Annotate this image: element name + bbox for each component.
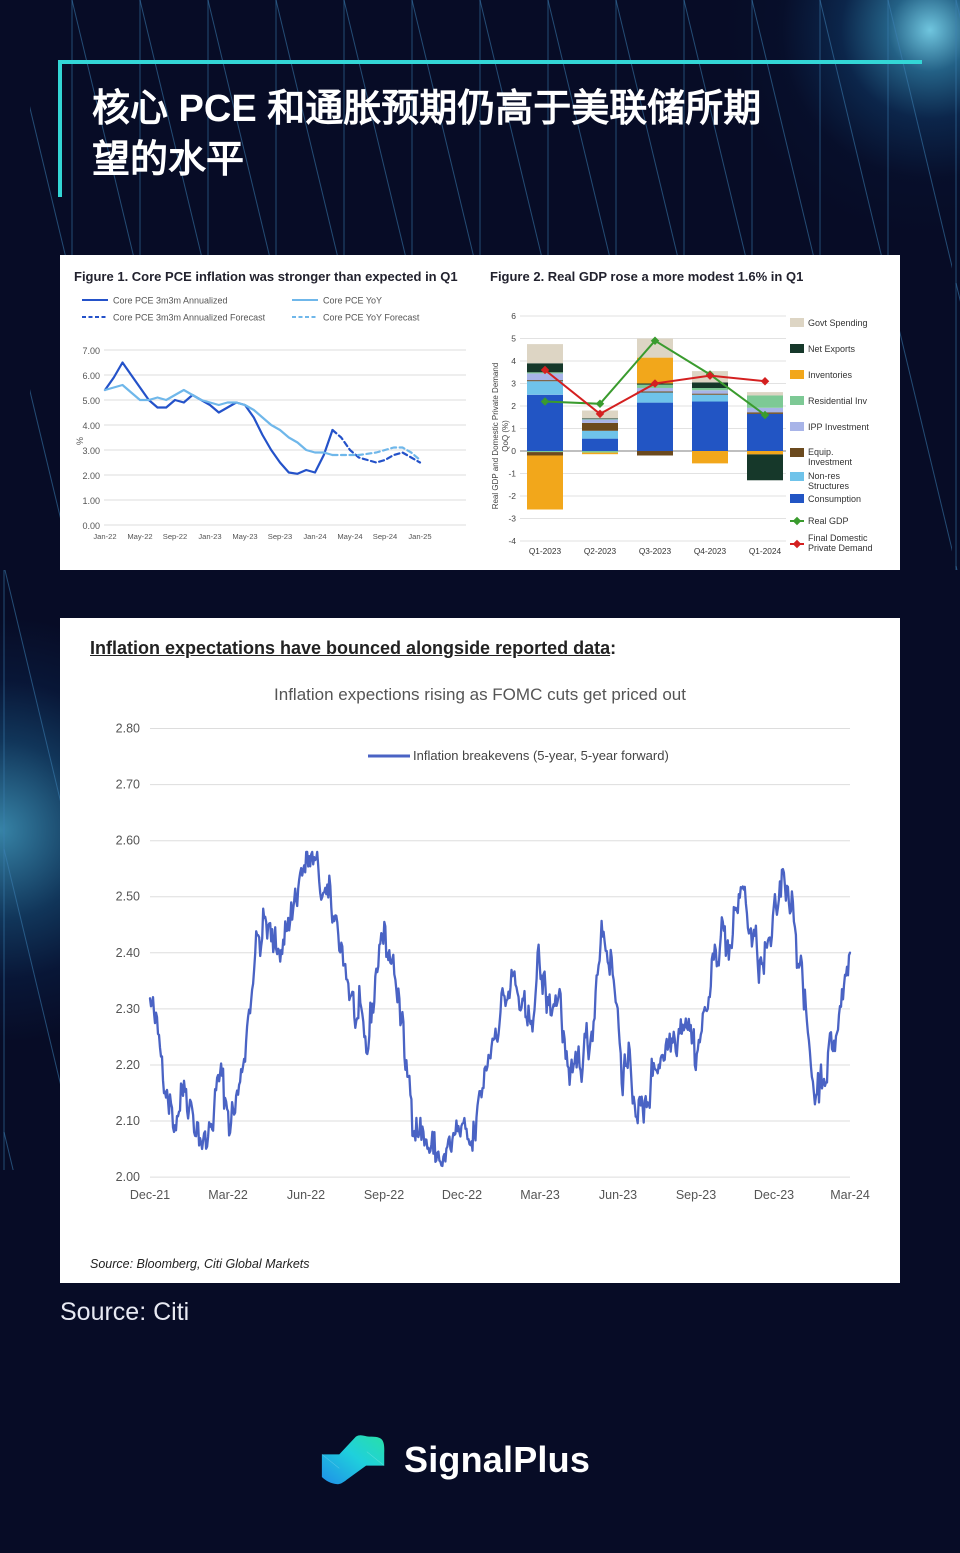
svg-text:Q4-2023: Q4-2023 [694, 546, 727, 556]
svg-text:Residential Inv: Residential Inv [808, 396, 868, 406]
svg-text:May-24: May-24 [337, 532, 362, 541]
svg-text:Sep-22: Sep-22 [163, 532, 188, 541]
svg-text:2: 2 [511, 401, 516, 411]
svg-text:Net Exports: Net Exports [808, 344, 856, 354]
svg-text:1.00: 1.00 [82, 496, 100, 506]
svg-text:Govt Spending: Govt Spending [808, 318, 868, 328]
svg-text:Inventories: Inventories [808, 370, 853, 380]
svg-text:Jan-22: Jan-22 [93, 532, 116, 541]
svg-text:Mar-23: Mar-23 [520, 1188, 560, 1202]
svg-text:-2: -2 [508, 491, 516, 501]
svg-text:5.00: 5.00 [82, 396, 100, 406]
svg-text:5: 5 [511, 334, 516, 344]
svg-text:Sep-23: Sep-23 [268, 532, 293, 541]
svg-text:Jan-25: Jan-25 [408, 532, 431, 541]
svg-text:-1: -1 [508, 469, 516, 479]
svg-text:Jan-24: Jan-24 [303, 532, 326, 541]
svg-text:2.00: 2.00 [82, 471, 100, 481]
svg-text:0: 0 [511, 446, 516, 456]
svg-text:May-22: May-22 [127, 532, 152, 541]
svg-text:2.30: 2.30 [116, 1002, 140, 1016]
svg-text:Investment: Investment [808, 457, 853, 467]
svg-text:Dec-21: Dec-21 [130, 1188, 170, 1202]
svg-text:6: 6 [511, 311, 516, 321]
svg-text:Core PCE 3m3m Annualized: Core PCE 3m3m Annualized [113, 296, 228, 306]
svg-text:2.10: 2.10 [116, 1114, 140, 1128]
svg-text:Dec-23: Dec-23 [754, 1188, 794, 1202]
svg-text:Q1-2024: Q1-2024 [749, 546, 782, 556]
svg-text:6.00: 6.00 [82, 371, 100, 381]
svg-text:Sep-24: Sep-24 [373, 532, 398, 541]
svg-text:2.80: 2.80 [116, 722, 140, 736]
svg-text:2.50: 2.50 [116, 890, 140, 904]
svg-text:3: 3 [511, 379, 516, 389]
svg-text:Q1-2023: Q1-2023 [529, 546, 562, 556]
svg-text:Sep-23: Sep-23 [676, 1188, 716, 1202]
svg-text:Q2-2023: Q2-2023 [584, 546, 617, 556]
svg-text:Dec-22: Dec-22 [442, 1188, 482, 1202]
svg-text:QoQ (%): QoQ (%) [501, 420, 510, 452]
svg-text:Real GDP: Real GDP [808, 516, 849, 526]
svg-text:Core PCE 3m3m Annualized Forec: Core PCE 3m3m Annualized Forecast [113, 313, 266, 323]
svg-text:2.70: 2.70 [116, 778, 140, 792]
svg-text:4.00: 4.00 [82, 421, 100, 431]
svg-text:Jun-22: Jun-22 [287, 1188, 325, 1202]
svg-text:Private Demand: Private Demand [808, 543, 873, 553]
svg-text:IPP Investment: IPP Investment [808, 422, 869, 432]
svg-text:Jun-23: Jun-23 [599, 1188, 637, 1202]
svg-text:May-23: May-23 [232, 532, 257, 541]
svg-text:1: 1 [511, 424, 516, 434]
svg-text:Consumption: Consumption [808, 494, 861, 504]
svg-text:2.20: 2.20 [116, 1058, 140, 1072]
svg-text:Equip.: Equip. [808, 447, 834, 457]
svg-text:2.60: 2.60 [116, 834, 140, 848]
svg-text:-4: -4 [508, 536, 516, 546]
svg-text:-3: -3 [508, 514, 516, 524]
svg-text:Real GDP and Domestic Private: Real GDP and Domestic Private Demand [491, 363, 500, 510]
svg-text:Mar-22: Mar-22 [208, 1188, 248, 1202]
svg-text:Mar-24: Mar-24 [830, 1188, 870, 1202]
svg-text:Core PCE YoY: Core PCE YoY [323, 296, 382, 306]
svg-text:Non-res: Non-res [808, 471, 841, 481]
svg-text:2.40: 2.40 [116, 946, 140, 960]
svg-text:Jan-23: Jan-23 [198, 532, 221, 541]
svg-text:Sep-22: Sep-22 [364, 1188, 404, 1202]
svg-text:Final Domestic: Final Domestic [808, 533, 868, 543]
svg-text:Inflation breakevens (5-year,: Inflation breakevens (5-year, 5-year for… [413, 748, 669, 763]
svg-text:Q3-2023: Q3-2023 [639, 546, 672, 556]
svg-text:3.00: 3.00 [82, 446, 100, 456]
svg-text:0.00: 0.00 [82, 521, 100, 531]
svg-text:Core PCE YoY Forecast: Core PCE YoY Forecast [323, 313, 420, 323]
svg-text:2.00: 2.00 [116, 1170, 140, 1184]
svg-text:7.00: 7.00 [82, 346, 100, 356]
svg-text:%: % [75, 437, 85, 445]
svg-text:4: 4 [511, 356, 516, 366]
svg-text:Structures: Structures [808, 481, 850, 491]
